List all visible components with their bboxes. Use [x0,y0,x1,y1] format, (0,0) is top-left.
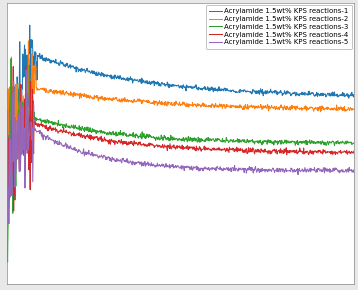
Acrylamide 1.5wt% KPS reactions-3 [5,260,10,264]
Acrylamide 1.5wt% KPS reactions-4 [11,209,16,213]
Acrylamide 1.5wt% KPS reactions-1 [226,89,231,93]
Acrylamide 1.5wt% KPS reactions-5 [305,168,309,171]
Acrylamide 1.5wt% KPS reactions-1 [5,253,9,256]
Acrylamide 1.5wt% KPS reactions-3 [305,139,309,142]
Acrylamide 1.5wt% KPS reactions-1 [216,87,220,90]
Acrylamide 1.5wt% KPS reactions-2 [207,104,212,107]
Acrylamide 1.5wt% KPS reactions-1 [304,93,308,96]
Acrylamide 1.5wt% KPS reactions-3 [269,139,273,143]
Acrylamide 1.5wt% KPS reactions-4 [24,65,28,68]
Acrylamide 1.5wt% KPS reactions-4 [305,149,309,153]
Acrylamide 1.5wt% KPS reactions-1 [207,86,211,90]
Acrylamide 1.5wt% KPS reactions-2 [227,105,231,108]
Acrylamide 1.5wt% KPS reactions-2 [269,105,273,109]
Acrylamide 1.5wt% KPS reactions-5 [27,130,32,134]
Acrylamide 1.5wt% KPS reactions-2 [26,39,30,43]
Legend: Acrylamide 1.5wt% KPS reactions-1, Acrylamide 1.5wt% KPS reactions-2, Acrylamide: Acrylamide 1.5wt% KPS reactions-1, Acryl… [206,5,352,49]
Acrylamide 1.5wt% KPS reactions-5 [5,136,9,139]
Line: Acrylamide 1.5wt% KPS reactions-4: Acrylamide 1.5wt% KPS reactions-4 [7,66,354,211]
Acrylamide 1.5wt% KPS reactions-1 [352,93,356,96]
Acrylamide 1.5wt% KPS reactions-5 [207,169,212,172]
Acrylamide 1.5wt% KPS reactions-2 [5,226,10,230]
Line: Acrylamide 1.5wt% KPS reactions-3: Acrylamide 1.5wt% KPS reactions-3 [7,59,354,262]
Acrylamide 1.5wt% KPS reactions-2 [5,198,9,202]
Acrylamide 1.5wt% KPS reactions-5 [269,169,273,172]
Line: Acrylamide 1.5wt% KPS reactions-1: Acrylamide 1.5wt% KPS reactions-1 [7,25,354,255]
Acrylamide 1.5wt% KPS reactions-3 [207,138,212,142]
Acrylamide 1.5wt% KPS reactions-2 [352,107,356,110]
Acrylamide 1.5wt% KPS reactions-5 [216,167,221,171]
Acrylamide 1.5wt% KPS reactions-2 [305,109,309,113]
Acrylamide 1.5wt% KPS reactions-4 [27,133,32,137]
Acrylamide 1.5wt% KPS reactions-3 [5,245,9,249]
Acrylamide 1.5wt% KPS reactions-5 [7,222,11,226]
Acrylamide 1.5wt% KPS reactions-4 [352,149,356,153]
Acrylamide 1.5wt% KPS reactions-4 [216,148,221,152]
Acrylamide 1.5wt% KPS reactions-4 [207,148,212,151]
Acrylamide 1.5wt% KPS reactions-3 [27,64,32,67]
Acrylamide 1.5wt% KPS reactions-3 [216,138,221,141]
Acrylamide 1.5wt% KPS reactions-1 [268,87,273,91]
Acrylamide 1.5wt% KPS reactions-3 [227,140,231,144]
Acrylamide 1.5wt% KPS reactions-1 [28,23,32,27]
Line: Acrylamide 1.5wt% KPS reactions-2: Acrylamide 1.5wt% KPS reactions-2 [7,41,354,228]
Acrylamide 1.5wt% KPS reactions-4 [269,150,273,153]
Acrylamide 1.5wt% KPS reactions-3 [352,142,356,145]
Acrylamide 1.5wt% KPS reactions-5 [24,68,28,72]
Acrylamide 1.5wt% KPS reactions-3 [9,57,13,60]
Acrylamide 1.5wt% KPS reactions-2 [27,57,32,61]
Acrylamide 1.5wt% KPS reactions-5 [352,168,356,172]
Acrylamide 1.5wt% KPS reactions-4 [227,151,231,154]
Line: Acrylamide 1.5wt% KPS reactions-5: Acrylamide 1.5wt% KPS reactions-5 [7,70,354,224]
Acrylamide 1.5wt% KPS reactions-4 [5,201,9,204]
Acrylamide 1.5wt% KPS reactions-5 [227,169,231,172]
Acrylamide 1.5wt% KPS reactions-1 [26,53,30,57]
Acrylamide 1.5wt% KPS reactions-2 [216,106,221,109]
